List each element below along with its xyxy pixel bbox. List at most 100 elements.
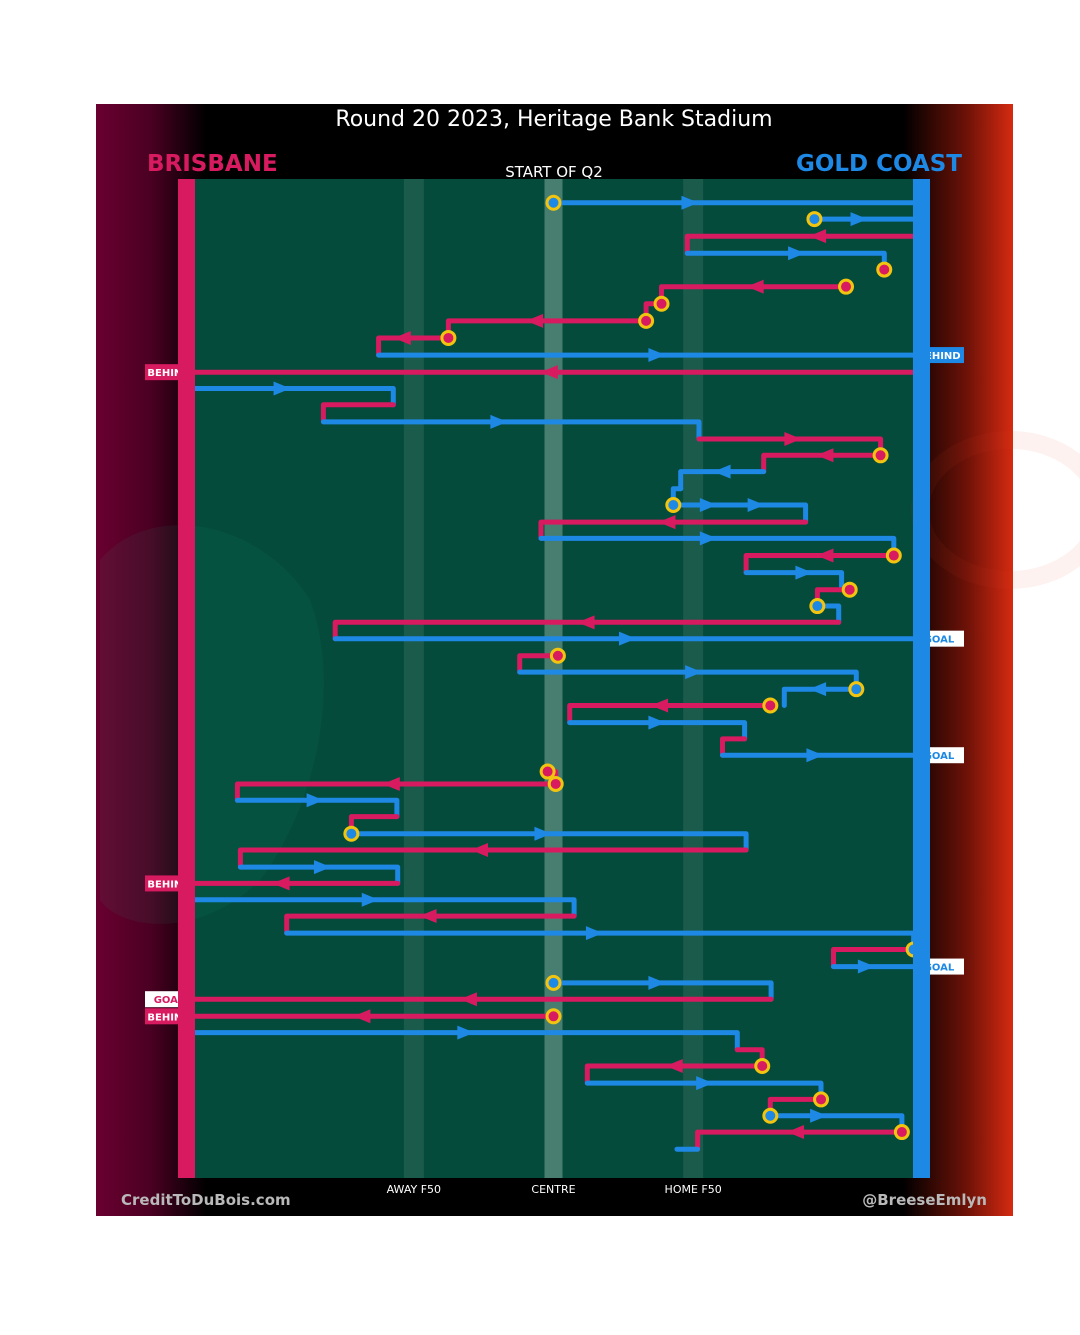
stoppage-marker-bri bbox=[638, 312, 655, 329]
chain-segment-bri bbox=[517, 653, 561, 675]
stoppage-marker-gc bbox=[848, 681, 865, 698]
outcome-label: GOAL bbox=[924, 751, 955, 762]
stoppage-marker-bri bbox=[547, 775, 564, 792]
outcome-label: GOAL bbox=[924, 963, 955, 974]
x-tick-label: AWAY F50 bbox=[387, 1183, 441, 1196]
chain-arrow-gc bbox=[534, 826, 552, 841]
gold-coast-team-label: GOLD COAST bbox=[796, 151, 962, 177]
chain-arrow-bri bbox=[353, 1009, 371, 1024]
chain-arrow-bri bbox=[393, 330, 411, 345]
chain-segment-bri bbox=[584, 1063, 765, 1086]
chain-segment-bri bbox=[684, 233, 924, 256]
chain-arrow-gc bbox=[850, 212, 868, 227]
chain-arrow-gc bbox=[361, 892, 379, 907]
stoppage-marker-gc bbox=[665, 497, 682, 514]
outcome-label: BEHIND bbox=[147, 368, 190, 379]
chain-segment-gc bbox=[183, 897, 577, 919]
chain-segment-bri bbox=[284, 913, 577, 936]
chain-arrow-bri bbox=[459, 992, 477, 1007]
chain-segment-gc bbox=[551, 980, 774, 1002]
brisbane-team-label: BRISBANE bbox=[147, 151, 278, 177]
chain-arrow-gc bbox=[857, 959, 875, 974]
chain-segment-gc bbox=[678, 469, 767, 492]
x-tick-label: CENTRE bbox=[531, 1183, 575, 1196]
chain-segment-bri bbox=[761, 452, 884, 475]
chain-arrow-gc bbox=[810, 1108, 828, 1123]
chain-arrow-bri bbox=[540, 365, 558, 380]
outcome-label: BEHIND bbox=[147, 879, 190, 890]
stoppage-marker-gc bbox=[545, 974, 562, 991]
chain-segment-bri bbox=[695, 1129, 905, 1152]
chain-arrow-gc bbox=[685, 665, 703, 680]
chain-arrow-gc bbox=[490, 414, 508, 429]
chain-arrow-gc bbox=[457, 1025, 475, 1040]
chain-segment-bri bbox=[237, 847, 749, 870]
stoppage-marker-bri bbox=[876, 261, 893, 278]
chain-arrow-bri bbox=[651, 698, 669, 713]
reference-band-centre bbox=[544, 179, 563, 1178]
gold-coast-goal-line bbox=[913, 179, 930, 1178]
stoppage-marker-gc bbox=[343, 825, 360, 842]
chain-segment-gc bbox=[183, 1030, 740, 1053]
chain-segment-gc bbox=[567, 720, 748, 742]
chain-arrow-gc bbox=[788, 246, 806, 261]
chain-arrow-bri bbox=[816, 448, 834, 463]
stoppage-marker-gc bbox=[545, 194, 562, 211]
stoppage-marker-bri bbox=[893, 1124, 910, 1141]
stoppage-marker-bri bbox=[545, 1008, 562, 1025]
chain-arrow-gc bbox=[747, 498, 765, 513]
chain-segment-bri bbox=[234, 781, 559, 803]
stoppage-markers bbox=[343, 194, 922, 1141]
chain-arrow-bri bbox=[577, 615, 595, 630]
chain-segment-bri bbox=[831, 947, 917, 970]
chain-arrow-bri bbox=[382, 776, 400, 791]
stoppage-marker-bri bbox=[813, 1091, 830, 1108]
x-tick-label: HOME F50 bbox=[665, 1183, 722, 1196]
credit-right: @BreeseEmlyn bbox=[862, 1191, 987, 1209]
chain-segment-gc bbox=[743, 570, 845, 593]
chain-arrow-bri bbox=[816, 548, 834, 563]
chain-arrow-gc bbox=[648, 715, 666, 730]
chain-arrow-gc bbox=[313, 860, 331, 875]
chain-segment-bri bbox=[743, 553, 897, 576]
chart-title: Round 20 2023, Heritage Bank Stadium bbox=[335, 107, 772, 132]
x-axis-ticks: AWAY F50 CENTRE HOME F50 bbox=[387, 1183, 722, 1196]
chain-arrow-gc bbox=[699, 498, 717, 513]
stoppage-marker-bri bbox=[754, 1058, 771, 1075]
chain-segment-bri bbox=[320, 402, 396, 425]
outcome-label: BEHIND bbox=[147, 1012, 190, 1023]
chain-arrow-bri bbox=[784, 431, 802, 446]
stoppage-marker-bri bbox=[838, 278, 855, 295]
chain-arrow-bri bbox=[746, 279, 764, 294]
reference-band-away-f50 bbox=[403, 179, 424, 1178]
chain-segment-gc bbox=[237, 864, 401, 886]
chain-arrow-bri bbox=[809, 229, 827, 244]
chain-arrow-bri bbox=[272, 876, 290, 891]
chain-arrow-gc bbox=[713, 464, 731, 479]
stoppage-marker-bri bbox=[653, 295, 670, 312]
chain-segment-bri bbox=[376, 335, 451, 358]
chain-segment-gc bbox=[781, 686, 859, 708]
brisbane-logo-watermark bbox=[100, 525, 324, 924]
chain-segment-bri bbox=[538, 519, 809, 541]
stoppage-marker-bri bbox=[841, 581, 858, 598]
outcome-label: GOAL bbox=[924, 635, 955, 646]
stoppage-marker-bri bbox=[549, 647, 566, 664]
chain-segment-bri bbox=[720, 736, 748, 758]
chain-arrow-gc bbox=[795, 565, 813, 580]
chain-arrow-gc bbox=[648, 348, 666, 363]
outcome-label: BEHIND bbox=[917, 351, 960, 362]
outcome-label: GOAL bbox=[154, 995, 185, 1006]
chain-arrow-bri bbox=[526, 313, 544, 328]
chain-arrow-bri bbox=[419, 909, 437, 924]
stoppage-marker-bri bbox=[762, 697, 779, 714]
chain-arrow-bri bbox=[658, 515, 676, 530]
chain-arrow-gc bbox=[696, 1076, 714, 1091]
stoppage-marker-bri bbox=[440, 329, 457, 346]
chain-segment-gc bbox=[183, 386, 396, 408]
chain-segment-gc bbox=[320, 419, 702, 442]
stoppage-marker-gc bbox=[806, 211, 823, 228]
chain-arrow-bri bbox=[787, 1125, 805, 1140]
stoppage-marker-gc bbox=[809, 598, 826, 615]
